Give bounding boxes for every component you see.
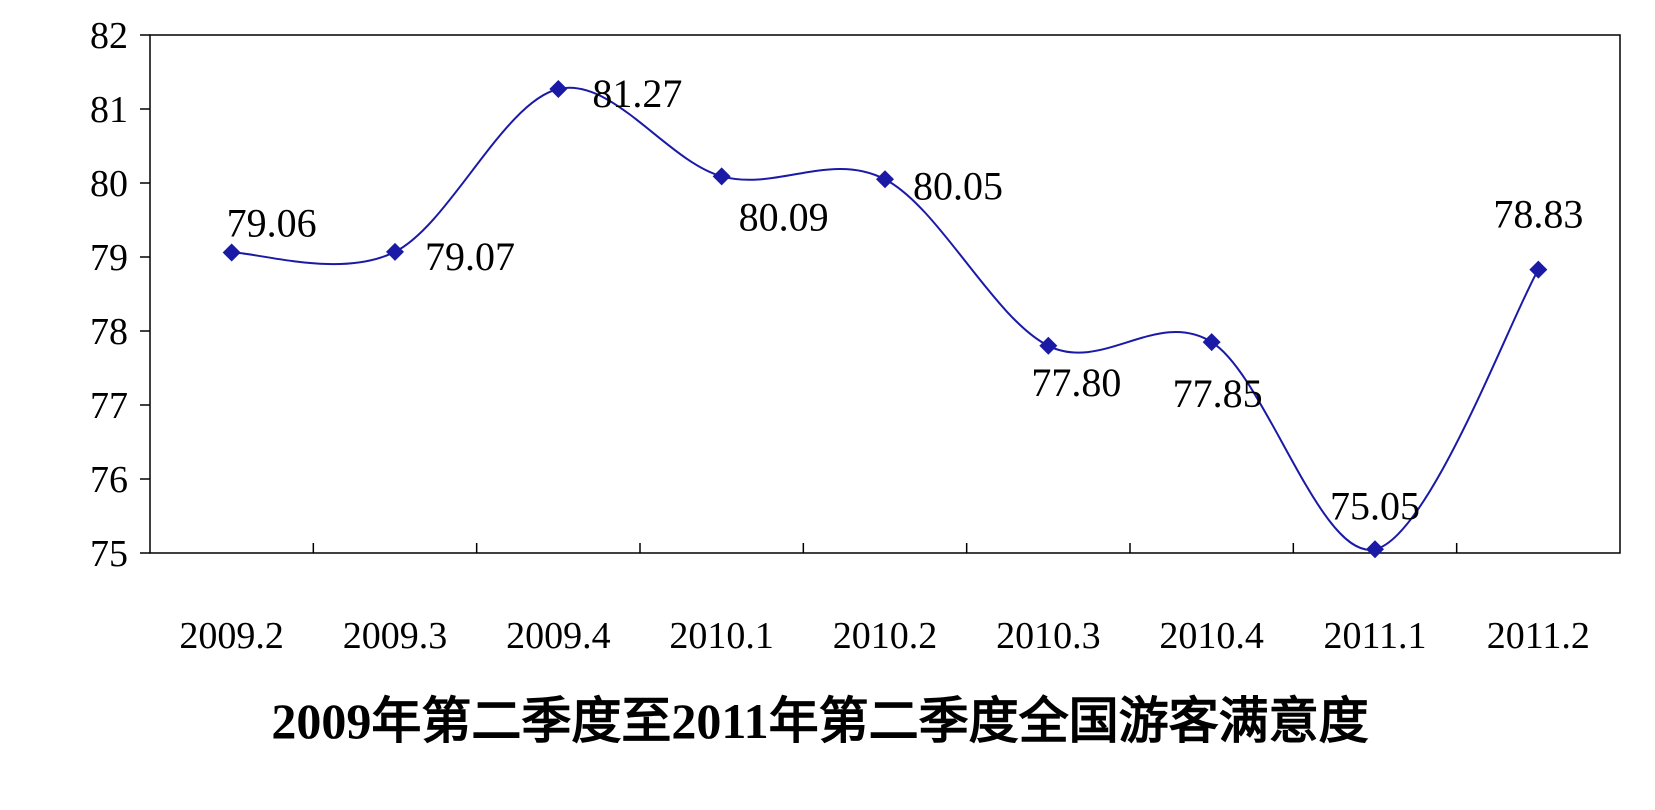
data-point-marker <box>222 243 241 262</box>
y-tick-label: 81 <box>90 89 128 131</box>
y-tick-label: 76 <box>90 459 128 501</box>
data-label: 77.85 <box>1173 371 1263 416</box>
y-tick-label: 82 <box>90 15 128 57</box>
x-tick-label: 2009.3 <box>343 615 448 657</box>
data-label: 77.80 <box>1031 360 1121 405</box>
data-point-marker <box>1202 333 1221 352</box>
x-tick-label: 2010.4 <box>1159 615 1264 657</box>
x-tick-label: 2009.2 <box>179 615 284 657</box>
data-label: 79.07 <box>425 234 515 279</box>
y-tick-label: 79 <box>90 237 128 279</box>
data-point-marker <box>549 80 568 99</box>
y-tick-label: 80 <box>90 163 128 205</box>
data-label: 79.06 <box>227 201 317 246</box>
x-tick-label: 2010.2 <box>833 615 938 657</box>
data-point-marker <box>1529 260 1548 279</box>
x-tick-label: 2011.1 <box>1323 615 1426 657</box>
x-tick-label: 2011.2 <box>1487 615 1590 657</box>
x-tick-label: 2010.3 <box>996 615 1101 657</box>
data-point-marker <box>386 242 404 261</box>
y-tick-label: 75 <box>90 533 128 575</box>
plot-area <box>149 34 1621 554</box>
data-point-marker <box>876 170 894 189</box>
x-tick-label: 2010.1 <box>669 615 774 657</box>
data-point-marker <box>1366 540 1384 559</box>
data-label: 80.09 <box>739 194 829 239</box>
data-point-marker <box>712 167 731 186</box>
y-tick-label: 77 <box>90 385 128 427</box>
x-tick-label: 2009.4 <box>506 615 611 657</box>
series-markers <box>222 80 1548 559</box>
data-label: 78.83 <box>1493 192 1583 237</box>
data-point-marker <box>1039 336 1058 355</box>
data-label: 81.27 <box>592 71 682 116</box>
y-tick-label: 78 <box>90 311 128 353</box>
series-line <box>231 86 1540 551</box>
data-labels: 79.06 79.07 81.27 80.09 80.05 77.80 77.85 75.05… <box>227 71 1584 528</box>
y-axis: 75 76 77 78 79 80 81 82 <box>90 15 150 575</box>
x-axis: 2009.2 2009.3 2009.4 2010.1 2010.2 2010.3 2010… <box>179 543 1590 657</box>
chart-title: 2009年第二季度至2011年第二季度全国游客满意度 <box>271 693 1368 749</box>
data-label: 80.05 <box>913 163 1003 208</box>
data-label: 75.05 <box>1330 483 1420 528</box>
